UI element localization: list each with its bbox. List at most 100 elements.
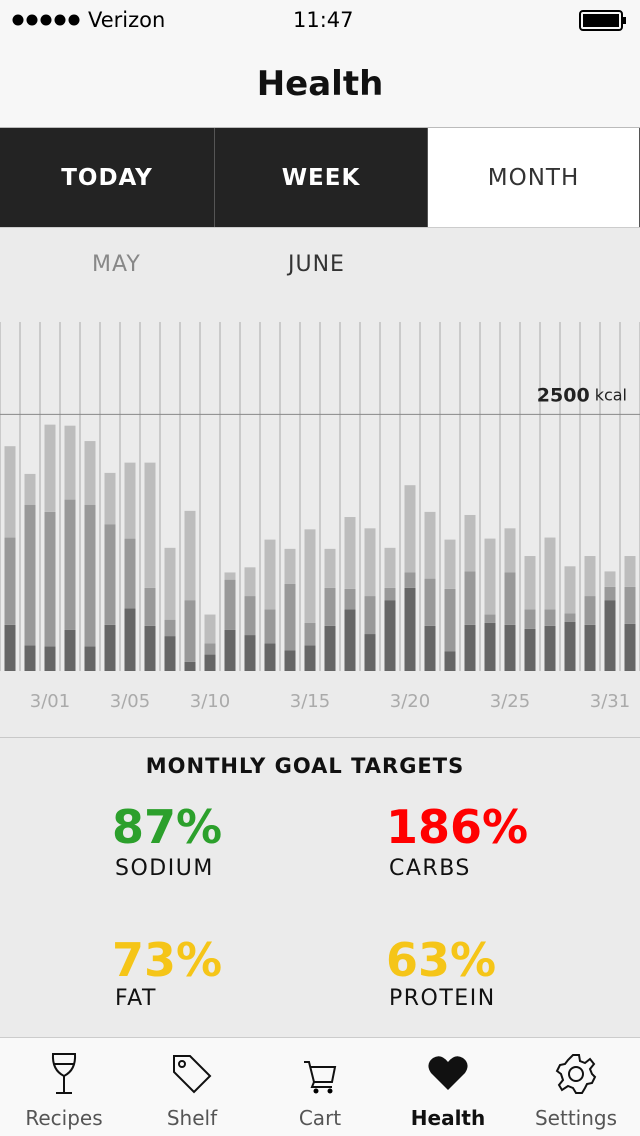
bar-segment bbox=[364, 528, 376, 597]
goal-value: 63% bbox=[386, 933, 497, 987]
bar-segment bbox=[584, 556, 596, 597]
icon bbox=[428, 1056, 468, 1090]
bar-segment bbox=[284, 548, 296, 584]
time: 11:47 bbox=[293, 8, 354, 32]
bar-segment bbox=[324, 548, 336, 588]
bar-segment bbox=[384, 587, 396, 601]
tab[interactable]: TODAY bbox=[0, 128, 215, 227]
bar-segment bbox=[344, 517, 356, 589]
bar-segment bbox=[484, 622, 496, 671]
bar-segment bbox=[104, 624, 116, 671]
header: Health bbox=[0, 40, 640, 128]
bar-segment bbox=[524, 609, 536, 629]
bar-segment bbox=[344, 588, 356, 610]
signal bbox=[12, 14, 80, 26]
tab-label: Recipes bbox=[25, 1106, 103, 1130]
tab-item[interactable]: Shelf bbox=[128, 1038, 256, 1136]
tab-label: Shelf bbox=[166, 1106, 218, 1130]
goal-name: CARBS bbox=[389, 856, 471, 881]
bar-segment bbox=[244, 635, 256, 671]
month[interactable]: JUNE bbox=[288, 252, 345, 277]
bar-segment bbox=[24, 504, 36, 646]
bar-segment bbox=[204, 614, 216, 644]
bar-segment bbox=[624, 586, 636, 624]
bar-segment bbox=[404, 587, 416, 671]
bar-segment bbox=[524, 628, 536, 671]
bar-segment bbox=[64, 629, 76, 671]
bar-segment bbox=[244, 596, 256, 636]
bar-segment bbox=[84, 441, 96, 505]
bar-segment bbox=[44, 424, 56, 512]
x-tick-label: 3/25 bbox=[490, 691, 530, 712]
bar-segment bbox=[304, 645, 316, 671]
bar-segment bbox=[164, 547, 176, 620]
bar-segment bbox=[104, 524, 116, 625]
bar-segment bbox=[564, 613, 576, 622]
bar-segment bbox=[144, 462, 156, 588]
tab-item[interactable]: Health bbox=[384, 1038, 512, 1136]
bar-segment bbox=[624, 556, 636, 587]
bar-segment bbox=[384, 600, 396, 671]
bar-segment bbox=[304, 529, 316, 623]
month[interactable]: MAY bbox=[92, 252, 141, 277]
x-tick-label: 3/15 bbox=[290, 691, 330, 712]
tab-label: Health bbox=[410, 1106, 486, 1130]
bar-segment bbox=[504, 572, 516, 625]
icon bbox=[304, 1061, 337, 1094]
unit: kcal bbox=[595, 385, 627, 404]
bar-segment bbox=[364, 596, 376, 635]
bar-segment bbox=[484, 614, 496, 623]
bar-segment bbox=[464, 624, 476, 671]
bar-segment bbox=[404, 572, 416, 588]
bar-segment bbox=[4, 446, 16, 538]
tab-item[interactable]: Settings bbox=[512, 1038, 640, 1136]
bar-segment bbox=[424, 578, 436, 626]
tab[interactable]: WEEK bbox=[215, 128, 428, 227]
tab-bar: Recipes Shelf Cart Health Settings bbox=[0, 1037, 640, 1136]
bar-segment bbox=[464, 571, 476, 625]
bar-segment bbox=[204, 643, 216, 655]
icon bbox=[555, 1054, 597, 1094]
bar-segment bbox=[484, 538, 496, 615]
bar-segment bbox=[524, 556, 536, 610]
bar-segment bbox=[24, 645, 36, 671]
x-tick-label: 3/01 bbox=[30, 691, 70, 712]
bar-segment bbox=[444, 539, 456, 589]
bar-segment bbox=[544, 625, 556, 671]
bar-segment bbox=[504, 528, 516, 573]
title: Health bbox=[256, 64, 384, 104]
bar-segment bbox=[64, 499, 76, 630]
bar-segment bbox=[324, 587, 336, 626]
goals-title: MONTHLY GOAL TARGETS bbox=[145, 754, 465, 778]
goal-value: 87% bbox=[112, 800, 223, 854]
tab-item[interactable]: Cart bbox=[256, 1038, 384, 1136]
bar-segment bbox=[264, 539, 276, 610]
bar-segment bbox=[444, 651, 456, 671]
goal-name: FAT bbox=[115, 986, 157, 1011]
bar-segment bbox=[184, 661, 196, 671]
goal-name: PROTEIN bbox=[389, 986, 496, 1011]
status-bar: Verizon 11:47 bbox=[0, 0, 640, 40]
bar-segment bbox=[124, 538, 136, 609]
bar-segment bbox=[364, 634, 376, 671]
segment-tabs: TODAY WEEK MONTH bbox=[0, 128, 640, 228]
tab[interactable]: MONTH bbox=[428, 128, 640, 227]
tab-label: Cart bbox=[298, 1106, 342, 1130]
bar-segment bbox=[284, 650, 296, 671]
bar-segment bbox=[304, 622, 316, 646]
bar-segment bbox=[204, 654, 216, 671]
y-tick-label: 2500 kcal bbox=[537, 384, 627, 406]
bar-segment bbox=[124, 462, 136, 539]
bar-segment bbox=[464, 514, 476, 572]
tab-item[interactable]: Recipes bbox=[0, 1038, 128, 1136]
bar-segment bbox=[604, 571, 616, 587]
bar-segment bbox=[144, 625, 156, 671]
icon bbox=[51, 1053, 77, 1094]
goal-value: 186% bbox=[386, 800, 529, 854]
bar-segment bbox=[604, 586, 616, 601]
bar-segment bbox=[64, 425, 76, 500]
bar-segment bbox=[44, 511, 56, 647]
bar-segment bbox=[404, 485, 416, 573]
bar-segment bbox=[424, 511, 436, 579]
